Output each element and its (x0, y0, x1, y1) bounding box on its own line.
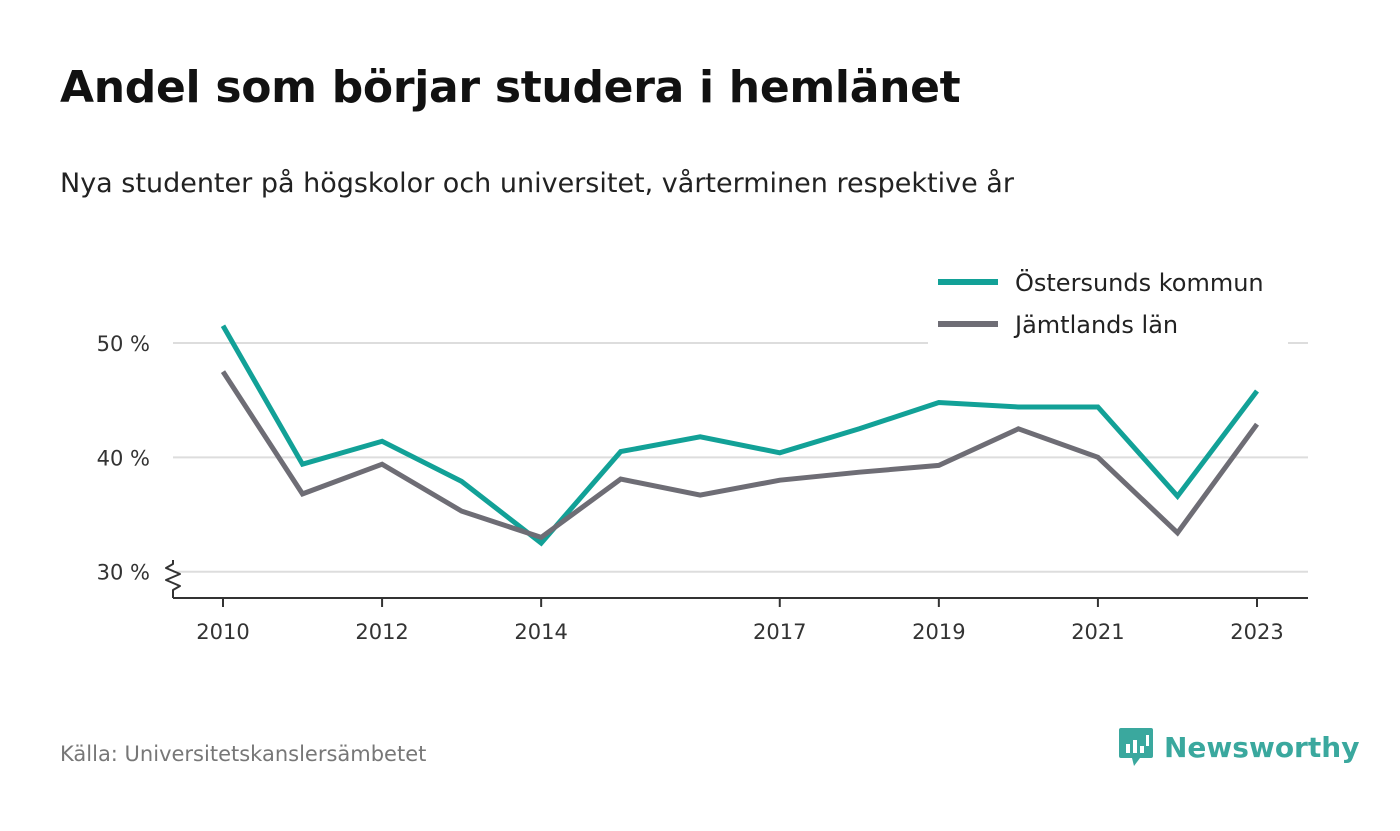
brand-name: Newsworthy (1164, 730, 1360, 764)
series-lines (220, 324, 1260, 547)
series-line-1 (220, 324, 1259, 547)
x-tick-label: 2021 (1071, 620, 1124, 644)
legend-background (928, 258, 1288, 348)
x-tick-label: 2012 (355, 620, 408, 644)
legend: Östersunds kommun Jämtlands län (928, 258, 1288, 348)
brand-logo: Newsworthy (1118, 726, 1359, 768)
grid-lines (173, 342, 1308, 573)
x-tick-label: 2023 (1230, 620, 1283, 644)
x-tick-label: 2019 (912, 620, 965, 644)
axes: 30 % 40 % 50 % 2010 2012 2014 2017 2019 2021 2023 (97, 332, 1308, 644)
chart-subtitle: Nya studenter på högskolor och universit… (60, 168, 1014, 199)
y-tick-label: 30 % (97, 561, 150, 585)
axis-break-icon (165, 560, 181, 598)
source-note: Källa: Universitetskanslersämbetet (60, 742, 427, 766)
legend-label-1: Östersunds kommun (1015, 268, 1264, 297)
y-tick-label: 40 % (97, 446, 150, 470)
series-line-2 (220, 370, 1260, 541)
y-tick-label: 50 % (97, 332, 150, 356)
x-tick-label: 2014 (514, 620, 567, 644)
chart-title: Andel som börjar studera i hemlänet (60, 62, 961, 113)
legend-label-2: Jämtlands län (1013, 311, 1178, 339)
x-tick-label: 2017 (753, 620, 806, 644)
x-tick-label: 2010 (196, 620, 249, 644)
newsworthy-icon (1119, 728, 1153, 766)
